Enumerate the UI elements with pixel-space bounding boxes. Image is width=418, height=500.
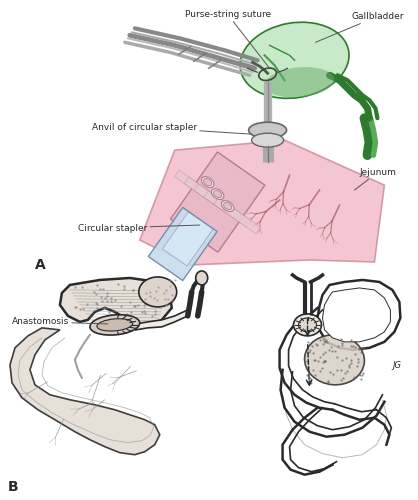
Polygon shape [204, 191, 251, 227]
Ellipse shape [222, 200, 234, 211]
Polygon shape [174, 170, 222, 206]
Text: Circular stapler: Circular stapler [78, 224, 200, 232]
Ellipse shape [298, 318, 316, 332]
Ellipse shape [204, 178, 212, 186]
Polygon shape [163, 212, 213, 266]
Text: Jejunum: Jejunum [354, 168, 396, 190]
Text: Gallbladder: Gallbladder [316, 12, 404, 42]
Polygon shape [10, 328, 160, 454]
Polygon shape [148, 208, 217, 281]
Text: B: B [8, 480, 19, 494]
Text: Anvil of circular stapler: Anvil of circular stapler [92, 122, 252, 134]
Polygon shape [184, 177, 232, 214]
Ellipse shape [201, 176, 214, 188]
Polygon shape [140, 140, 385, 265]
Polygon shape [136, 310, 188, 330]
Polygon shape [323, 288, 390, 342]
Ellipse shape [249, 122, 287, 138]
Ellipse shape [139, 277, 177, 307]
Ellipse shape [293, 314, 321, 336]
Ellipse shape [214, 190, 222, 198]
Ellipse shape [97, 318, 133, 331]
Text: JG: JG [393, 361, 401, 370]
Ellipse shape [224, 202, 232, 209]
Text: Purse-string suture: Purse-string suture [185, 10, 271, 68]
Ellipse shape [252, 133, 283, 147]
Ellipse shape [212, 188, 224, 200]
Ellipse shape [240, 22, 349, 99]
Ellipse shape [196, 271, 208, 285]
Polygon shape [194, 184, 241, 220]
Text: Anastomosis: Anastomosis [12, 318, 108, 326]
Text: A: A [35, 258, 46, 272]
Polygon shape [171, 152, 265, 252]
Polygon shape [214, 198, 261, 234]
Ellipse shape [90, 314, 140, 335]
Ellipse shape [265, 67, 334, 98]
Polygon shape [60, 278, 172, 326]
Ellipse shape [305, 335, 364, 385]
